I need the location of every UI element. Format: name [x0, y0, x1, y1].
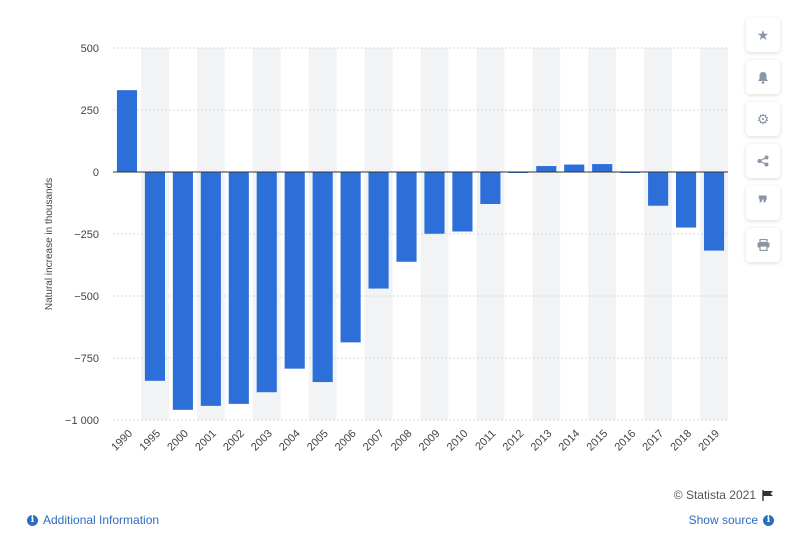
x-tick-label: 2004	[277, 428, 303, 454]
x-tick-label: 2015	[585, 428, 611, 454]
bar	[564, 164, 585, 172]
bar	[452, 172, 473, 232]
x-tick-label: 2001	[193, 428, 219, 454]
y-tick-label: −1 000	[65, 415, 99, 427]
y-axis-label: Natural increase in thousands	[44, 178, 55, 310]
quote-icon[interactable]: ❞	[746, 186, 780, 220]
bar	[144, 172, 165, 381]
bar	[200, 172, 221, 406]
bar	[424, 172, 445, 234]
y-tick-label: 500	[81, 43, 99, 55]
bar	[592, 164, 613, 172]
bar	[172, 172, 193, 410]
bar	[340, 172, 361, 343]
x-tick-label: 2010	[445, 428, 471, 454]
bar	[284, 172, 305, 369]
additional-information-label: Additional Information	[43, 513, 160, 527]
bar	[703, 172, 725, 251]
info-icon: i	[763, 514, 774, 526]
bar	[256, 172, 277, 393]
x-tick-label: 2005	[305, 428, 331, 454]
statista-credit[interactable]: © Statista 2021	[674, 488, 774, 502]
y-tick-label: −250	[74, 229, 99, 241]
bar	[312, 172, 333, 383]
x-tick-label: 2012	[501, 428, 527, 454]
additional-information-link[interactable]: i Additional Information	[27, 513, 159, 527]
bell-icon[interactable]	[746, 60, 780, 94]
credit-text: © Statista 2021	[673, 488, 756, 502]
print-icon[interactable]	[746, 228, 780, 262]
share-icon[interactable]	[746, 144, 780, 178]
chart-toolbar: ★ ⚙ ❞	[746, 18, 780, 262]
y-tick-label: 250	[81, 105, 99, 117]
x-tick-label: 2013	[529, 428, 555, 454]
x-tick-label: 2008	[389, 428, 415, 454]
x-tick-label: 2011	[473, 428, 498, 453]
show-source-label: Show source	[688, 513, 758, 527]
bar	[396, 172, 417, 262]
star-icon[interactable]: ★	[746, 18, 780, 52]
bar	[228, 172, 249, 404]
x-tick-label: 2019	[696, 428, 722, 454]
bar	[648, 172, 669, 206]
y-tick-label: 0	[93, 167, 99, 179]
bar	[116, 90, 138, 172]
x-tick-label: 2002	[221, 428, 247, 454]
show-source-link[interactable]: Show source i	[689, 513, 774, 527]
x-tick-label: 2009	[417, 428, 443, 454]
y-tick-label: −750	[74, 353, 99, 365]
x-tick-label: 2017	[640, 428, 666, 454]
bar	[536, 166, 557, 172]
x-tick-label: 2018	[668, 428, 694, 454]
x-tick-label: 2016	[612, 428, 638, 454]
bar	[676, 172, 697, 228]
bar	[368, 172, 389, 289]
flag-icon	[762, 489, 773, 501]
gear-icon[interactable]: ⚙	[746, 102, 780, 136]
x-tick-label: 2007	[361, 428, 387, 454]
y-tick-label: −500	[74, 291, 99, 303]
x-tick-label: 2014	[557, 428, 583, 454]
x-tick-label: 2006	[333, 428, 359, 454]
info-icon: i	[27, 514, 38, 526]
x-tick-label: 1990	[109, 428, 135, 454]
bar	[480, 172, 501, 204]
x-tick-label: 1995	[137, 428, 163, 454]
x-tick-label: 2003	[249, 428, 275, 454]
x-tick-label: 2000	[165, 428, 191, 454]
